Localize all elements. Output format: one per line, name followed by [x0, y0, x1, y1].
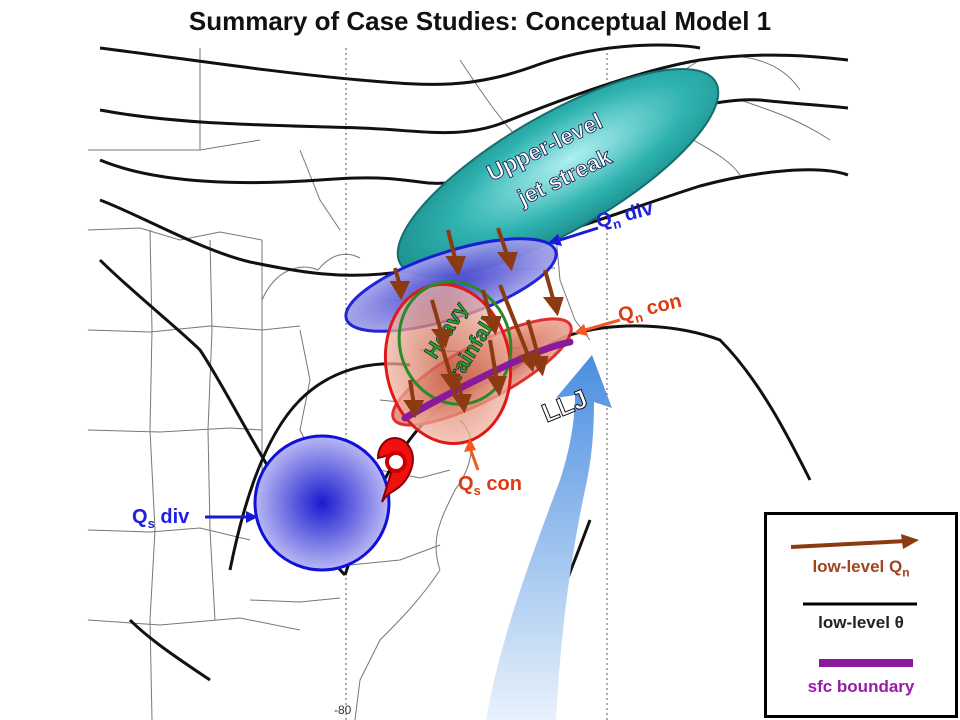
- qn-div-label-main: Q: [594, 208, 614, 233]
- qs-div-label-sub: s: [148, 516, 155, 531]
- legend-box: low-level Qn low-level θ sfc boundary: [764, 512, 958, 718]
- legend-theta-label: low-level θ: [818, 613, 904, 632]
- surface-boundary: [401, 338, 574, 422]
- qs-div-label: Qs div: [132, 506, 190, 531]
- qs-con-label-sub: s: [474, 483, 481, 498]
- qs-con-label-suffix: con: [481, 473, 522, 495]
- legend-qn-text: low-level Qn: [767, 557, 955, 579]
- qn-div-label-sub: n: [611, 216, 622, 232]
- qs-con-label: Qs con: [458, 473, 522, 498]
- qs-div-label-main: Q: [132, 506, 148, 528]
- legend-qn-sub: n: [902, 565, 910, 580]
- qs-div-label-suffix: div: [155, 506, 190, 528]
- legend-boundary-label: sfc boundary: [807, 677, 915, 696]
- qn-div-label-group: Qn div: [548, 197, 656, 246]
- legend-qn-arrowhead: [901, 534, 919, 549]
- map-tick-label: -80: [334, 703, 352, 717]
- legend-symbols: [790, 534, 919, 667]
- qs-div-label-group: Qs div: [132, 506, 258, 531]
- qn-vectors: [389, 227, 564, 418]
- legend-qn-label: low-level Q: [812, 557, 903, 576]
- jet-streak: Upper-level jet streak: [396, 68, 720, 278]
- legend-qn-arrow-line: [790, 539, 908, 549]
- qn-con-label-sub: n: [633, 310, 644, 326]
- qs-con-label-group: Qs con: [458, 438, 522, 498]
- qs-div-region: [253, 434, 391, 572]
- page-title: Summary of Case Studies: Conceptual Mode…: [188, 6, 772, 36]
- qn-con-label-group: Qn con: [574, 290, 685, 336]
- qn-con-label-main: Q: [616, 302, 636, 327]
- qn-con-label: Qn con: [616, 290, 685, 330]
- hurricane-symbol-icon: [376, 437, 414, 503]
- qs-con-label-main: Q: [458, 473, 474, 495]
